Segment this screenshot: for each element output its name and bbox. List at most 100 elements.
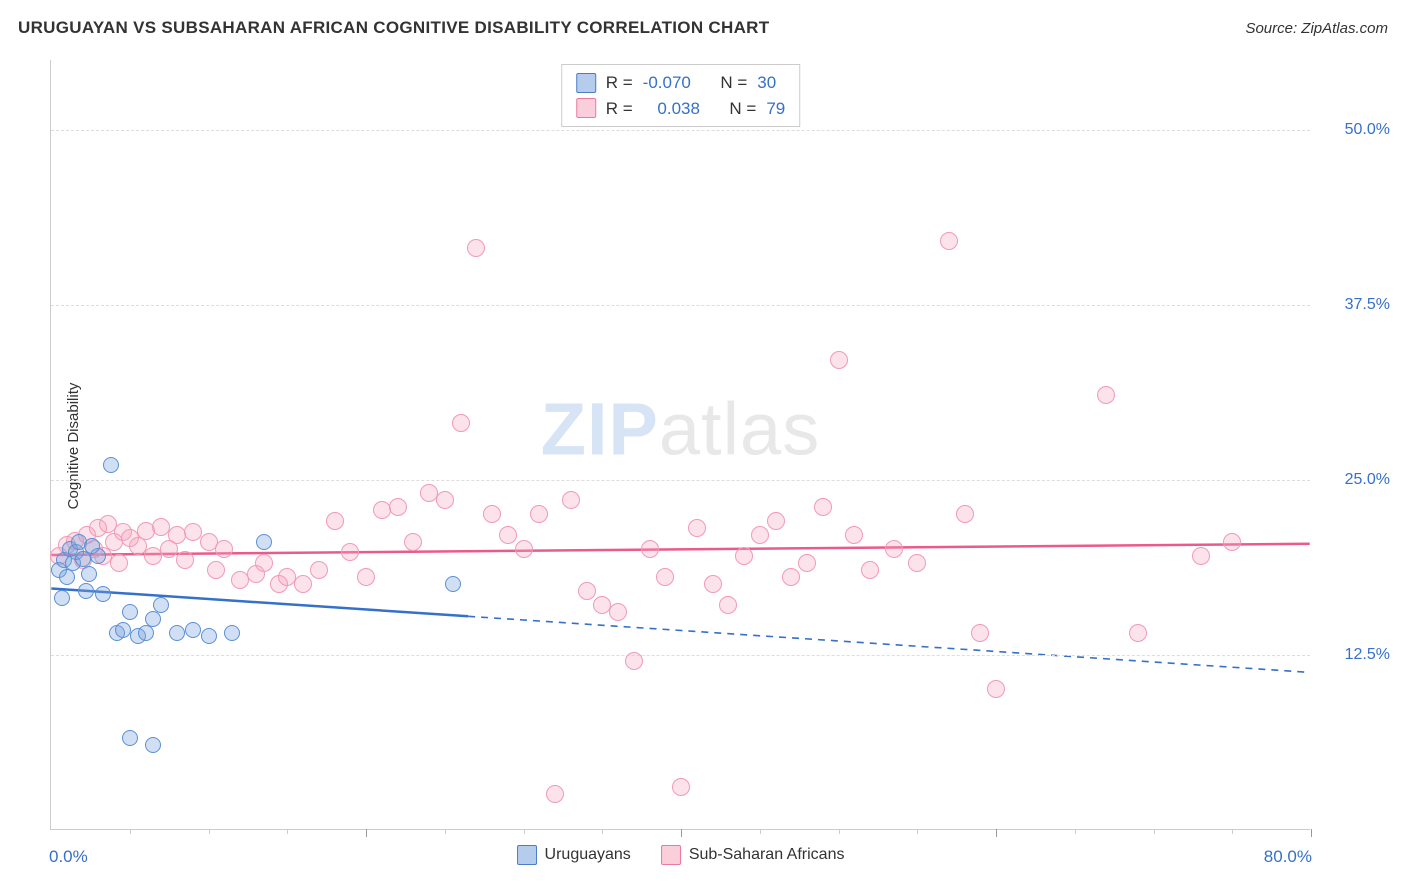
x-tick-major [1311, 829, 1312, 837]
x-tick-minor [760, 829, 761, 834]
legend-swatch-pink-icon [661, 845, 681, 865]
stats-row-pink: R = 0.038 N = 79 [576, 96, 786, 122]
correlation-stats-box: R = -0.070 N = 30 R = 0.038 N = 79 [561, 64, 801, 127]
x-tick-major [366, 829, 367, 837]
gridline [51, 130, 1310, 131]
data-point-blue [185, 622, 201, 638]
data-point-blue [95, 586, 111, 602]
data-point-pink [814, 498, 832, 516]
x-tick-major [681, 829, 682, 837]
gridline [51, 655, 1310, 656]
data-point-pink [751, 526, 769, 544]
legend-item-pink: Sub-Saharan Africans [661, 845, 845, 865]
data-point-pink [704, 575, 722, 593]
swatch-blue-icon [576, 73, 596, 93]
data-point-pink [546, 785, 564, 803]
data-point-blue [78, 583, 94, 599]
data-point-pink [1223, 533, 1241, 551]
data-point-pink [782, 568, 800, 586]
data-point-pink [672, 778, 690, 796]
x-tick-minor [839, 829, 840, 834]
data-point-blue [103, 457, 119, 473]
legend-item-blue: Uruguayans [517, 845, 631, 865]
data-point-blue [445, 576, 461, 592]
data-point-pink [908, 554, 926, 572]
data-point-pink [436, 491, 454, 509]
data-point-pink [389, 498, 407, 516]
data-point-pink [609, 603, 627, 621]
x-tick-minor [524, 829, 525, 834]
data-point-pink [326, 512, 344, 530]
data-point-pink [499, 526, 517, 544]
y-tick-label: 50.0% [1320, 121, 1390, 139]
data-point-pink [404, 533, 422, 551]
data-point-blue [59, 569, 75, 585]
data-point-blue [256, 534, 272, 550]
data-point-blue [122, 730, 138, 746]
x-tick-minor [445, 829, 446, 834]
x-tick-minor [130, 829, 131, 834]
data-point-pink [294, 575, 312, 593]
scatter-plot: ZIPatlas R = -0.070 N = 30 R = 0.038 N =… [50, 60, 1310, 830]
data-point-pink [830, 351, 848, 369]
data-point-pink [530, 505, 548, 523]
data-point-blue [145, 611, 161, 627]
x-tick-major [996, 829, 997, 837]
data-point-blue [81, 566, 97, 582]
x-tick-minor [602, 829, 603, 834]
x-tick-minor [209, 829, 210, 834]
data-point-pink [1192, 547, 1210, 565]
data-point-pink [357, 568, 375, 586]
data-point-pink [562, 491, 580, 509]
data-point-pink [341, 543, 359, 561]
swatch-pink-icon [576, 98, 596, 118]
data-point-pink [110, 554, 128, 572]
data-point-pink [688, 519, 706, 537]
data-point-pink [483, 505, 501, 523]
data-point-pink [176, 551, 194, 569]
x-tick-minor [917, 829, 918, 834]
data-point-pink [971, 624, 989, 642]
data-point-pink [207, 561, 225, 579]
x-axis-start-label: 0.0% [49, 847, 88, 867]
y-tick-label: 12.5% [1320, 646, 1390, 664]
data-point-blue [169, 625, 185, 641]
data-point-pink [1129, 624, 1147, 642]
data-point-blue [224, 625, 240, 641]
trend-lines [51, 60, 1310, 829]
data-point-pink [845, 526, 863, 544]
chart-header: URUGUAYAN VS SUBSAHARAN AFRICAN COGNITIV… [18, 18, 1388, 38]
data-point-pink [798, 554, 816, 572]
chart-source: Source: ZipAtlas.com [1245, 20, 1388, 37]
y-tick-label: 37.5% [1320, 296, 1390, 314]
data-point-pink [215, 540, 233, 558]
data-point-blue [153, 597, 169, 613]
data-point-pink [467, 239, 485, 257]
chart-title: URUGUAYAN VS SUBSAHARAN AFRICAN COGNITIV… [18, 18, 769, 38]
data-point-pink [719, 596, 737, 614]
stats-row-blue: R = -0.070 N = 30 [576, 70, 786, 96]
data-point-blue [122, 604, 138, 620]
data-point-blue [138, 625, 154, 641]
data-point-pink [767, 512, 785, 530]
gridline [51, 305, 1310, 306]
chart-legend: Uruguayans Sub-Saharan Africans [517, 845, 845, 865]
data-point-blue [54, 590, 70, 606]
x-tick-minor [1154, 829, 1155, 834]
data-point-blue [201, 628, 217, 644]
data-point-blue [145, 737, 161, 753]
data-point-pink [1097, 386, 1115, 404]
data-point-pink [656, 568, 674, 586]
data-point-pink [861, 561, 879, 579]
y-tick-label: 25.0% [1320, 471, 1390, 489]
data-point-pink [452, 414, 470, 432]
x-tick-minor [1232, 829, 1233, 834]
data-point-pink [885, 540, 903, 558]
data-point-pink [940, 232, 958, 250]
legend-label-pink: Sub-Saharan Africans [689, 846, 845, 864]
data-point-pink [641, 540, 659, 558]
x-axis-end-label: 80.0% [1264, 847, 1312, 867]
x-tick-minor [1075, 829, 1076, 834]
data-point-blue [90, 548, 106, 564]
data-point-pink [578, 582, 596, 600]
